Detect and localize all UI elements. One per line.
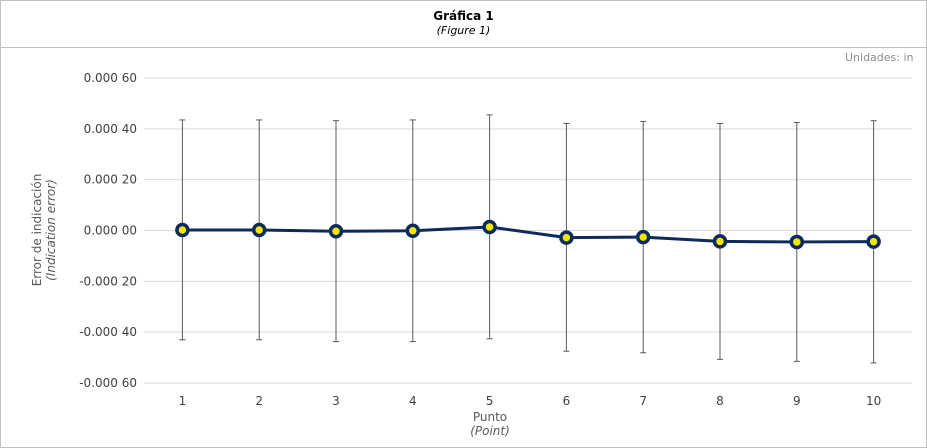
y-tick-label: -0.000 40	[79, 325, 137, 339]
y-tick-label: 0.000 40	[84, 122, 137, 136]
chart-subtitle: (Figure 1)	[436, 24, 491, 37]
data-point	[328, 224, 344, 239]
y-tick-label: 0.000 60	[84, 71, 137, 85]
chart-title: Gráfica 1	[433, 9, 494, 23]
x-tick-label: 6	[563, 394, 571, 408]
chart-header: Gráfica 1 (Figure 1)	[1, 1, 926, 48]
data-point	[175, 222, 190, 238]
data-point	[789, 234, 805, 250]
data-point	[251, 222, 267, 238]
data-point	[559, 230, 574, 245]
x-tick-label: 10	[866, 394, 881, 408]
x-tick-label: 3	[332, 394, 340, 408]
y-tick-label: -0.000 60	[79, 376, 137, 390]
x-tick-label: 2	[255, 394, 263, 408]
data-point	[866, 234, 881, 249]
x-tick-label: 1	[179, 394, 187, 408]
y-tick-label: 0.000 00	[84, 224, 137, 238]
y-tick-label: -0.000 20	[79, 274, 137, 288]
x-axis-subtitle: (Point)	[470, 424, 510, 438]
x-tick-label: 4	[409, 394, 417, 408]
x-axis-title: Punto	[473, 410, 507, 424]
x-tick-label: 5	[486, 394, 494, 408]
series-line	[182, 225, 874, 244]
x-tick-label: 7	[639, 394, 647, 408]
x-tick-label: 9	[793, 394, 801, 408]
data-point	[405, 223, 421, 239]
x-tick-label: 8	[716, 394, 724, 408]
y-tick-label: 0.000 20	[84, 173, 137, 187]
y-axis-title: Error de indicación	[30, 174, 44, 287]
data-point	[635, 229, 651, 245]
y-axis-subtitle: (Indication error)	[44, 179, 58, 281]
units-label: Unidades: in	[845, 51, 914, 64]
data-point	[712, 234, 728, 249]
data-point	[482, 219, 497, 235]
